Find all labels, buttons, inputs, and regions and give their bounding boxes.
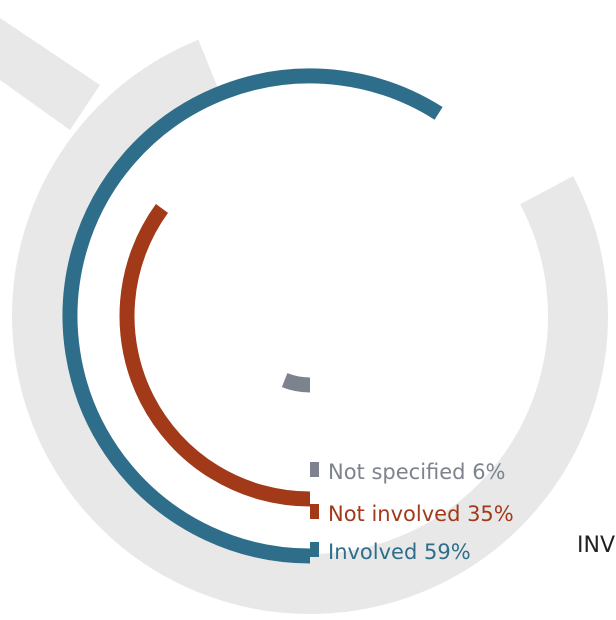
legend: Involved 59% Not involved 35% Not specifie… <box>310 460 514 564</box>
background-rings <box>0 18 608 614</box>
legend-swatch-not-involved <box>310 504 319 519</box>
legend-swatch-not-specified <box>310 462 319 477</box>
legend-label-involved: Involved 59% <box>328 540 471 564</box>
bar-involved <box>62 68 443 564</box>
bar-not-specified <box>281 373 311 393</box>
background-ring <box>12 39 608 614</box>
legend-swatch-involved <box>310 542 319 557</box>
bars <box>62 68 443 564</box>
background-band <box>0 18 100 130</box>
legend-label-not-involved: Not involved 35% <box>328 502 514 526</box>
legend-label-not-specified: Not specified 6% <box>328 460 506 484</box>
partial-label: INV <box>577 533 615 558</box>
bar-not-involved <box>119 204 311 507</box>
